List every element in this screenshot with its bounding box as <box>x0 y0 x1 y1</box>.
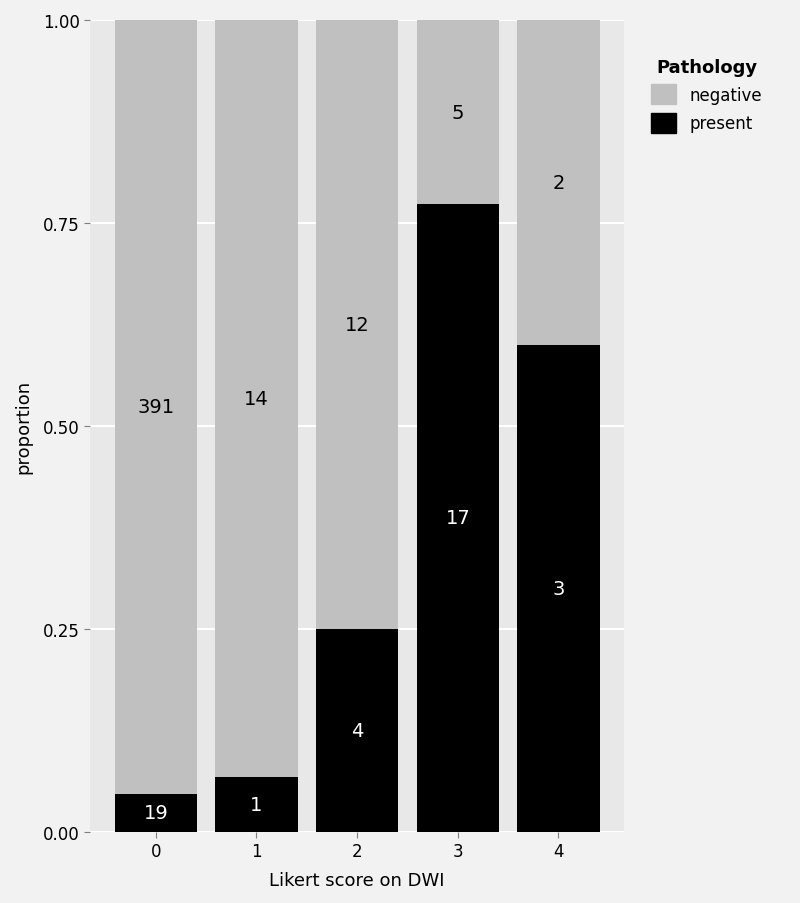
Y-axis label: proportion: proportion <box>14 379 32 473</box>
Text: 391: 391 <box>138 398 174 417</box>
Bar <box>316 629 398 832</box>
Bar <box>215 777 298 832</box>
Bar <box>114 21 197 794</box>
Bar <box>114 794 197 832</box>
Text: 4: 4 <box>351 721 363 740</box>
Text: 2: 2 <box>552 173 565 192</box>
Text: 5: 5 <box>451 104 464 123</box>
Bar <box>517 21 600 345</box>
Text: 17: 17 <box>446 509 470 528</box>
Bar <box>316 21 398 629</box>
Bar <box>417 205 499 832</box>
X-axis label: Likert score on DWI: Likert score on DWI <box>270 871 445 889</box>
Legend: negative, present: negative, present <box>638 45 775 147</box>
Text: 12: 12 <box>345 315 370 334</box>
Text: 3: 3 <box>552 579 565 598</box>
Text: 1: 1 <box>250 796 262 815</box>
Text: 19: 19 <box>143 804 168 823</box>
Bar <box>417 21 499 205</box>
Text: 14: 14 <box>244 390 269 409</box>
Bar <box>517 345 600 832</box>
Bar <box>215 21 298 777</box>
